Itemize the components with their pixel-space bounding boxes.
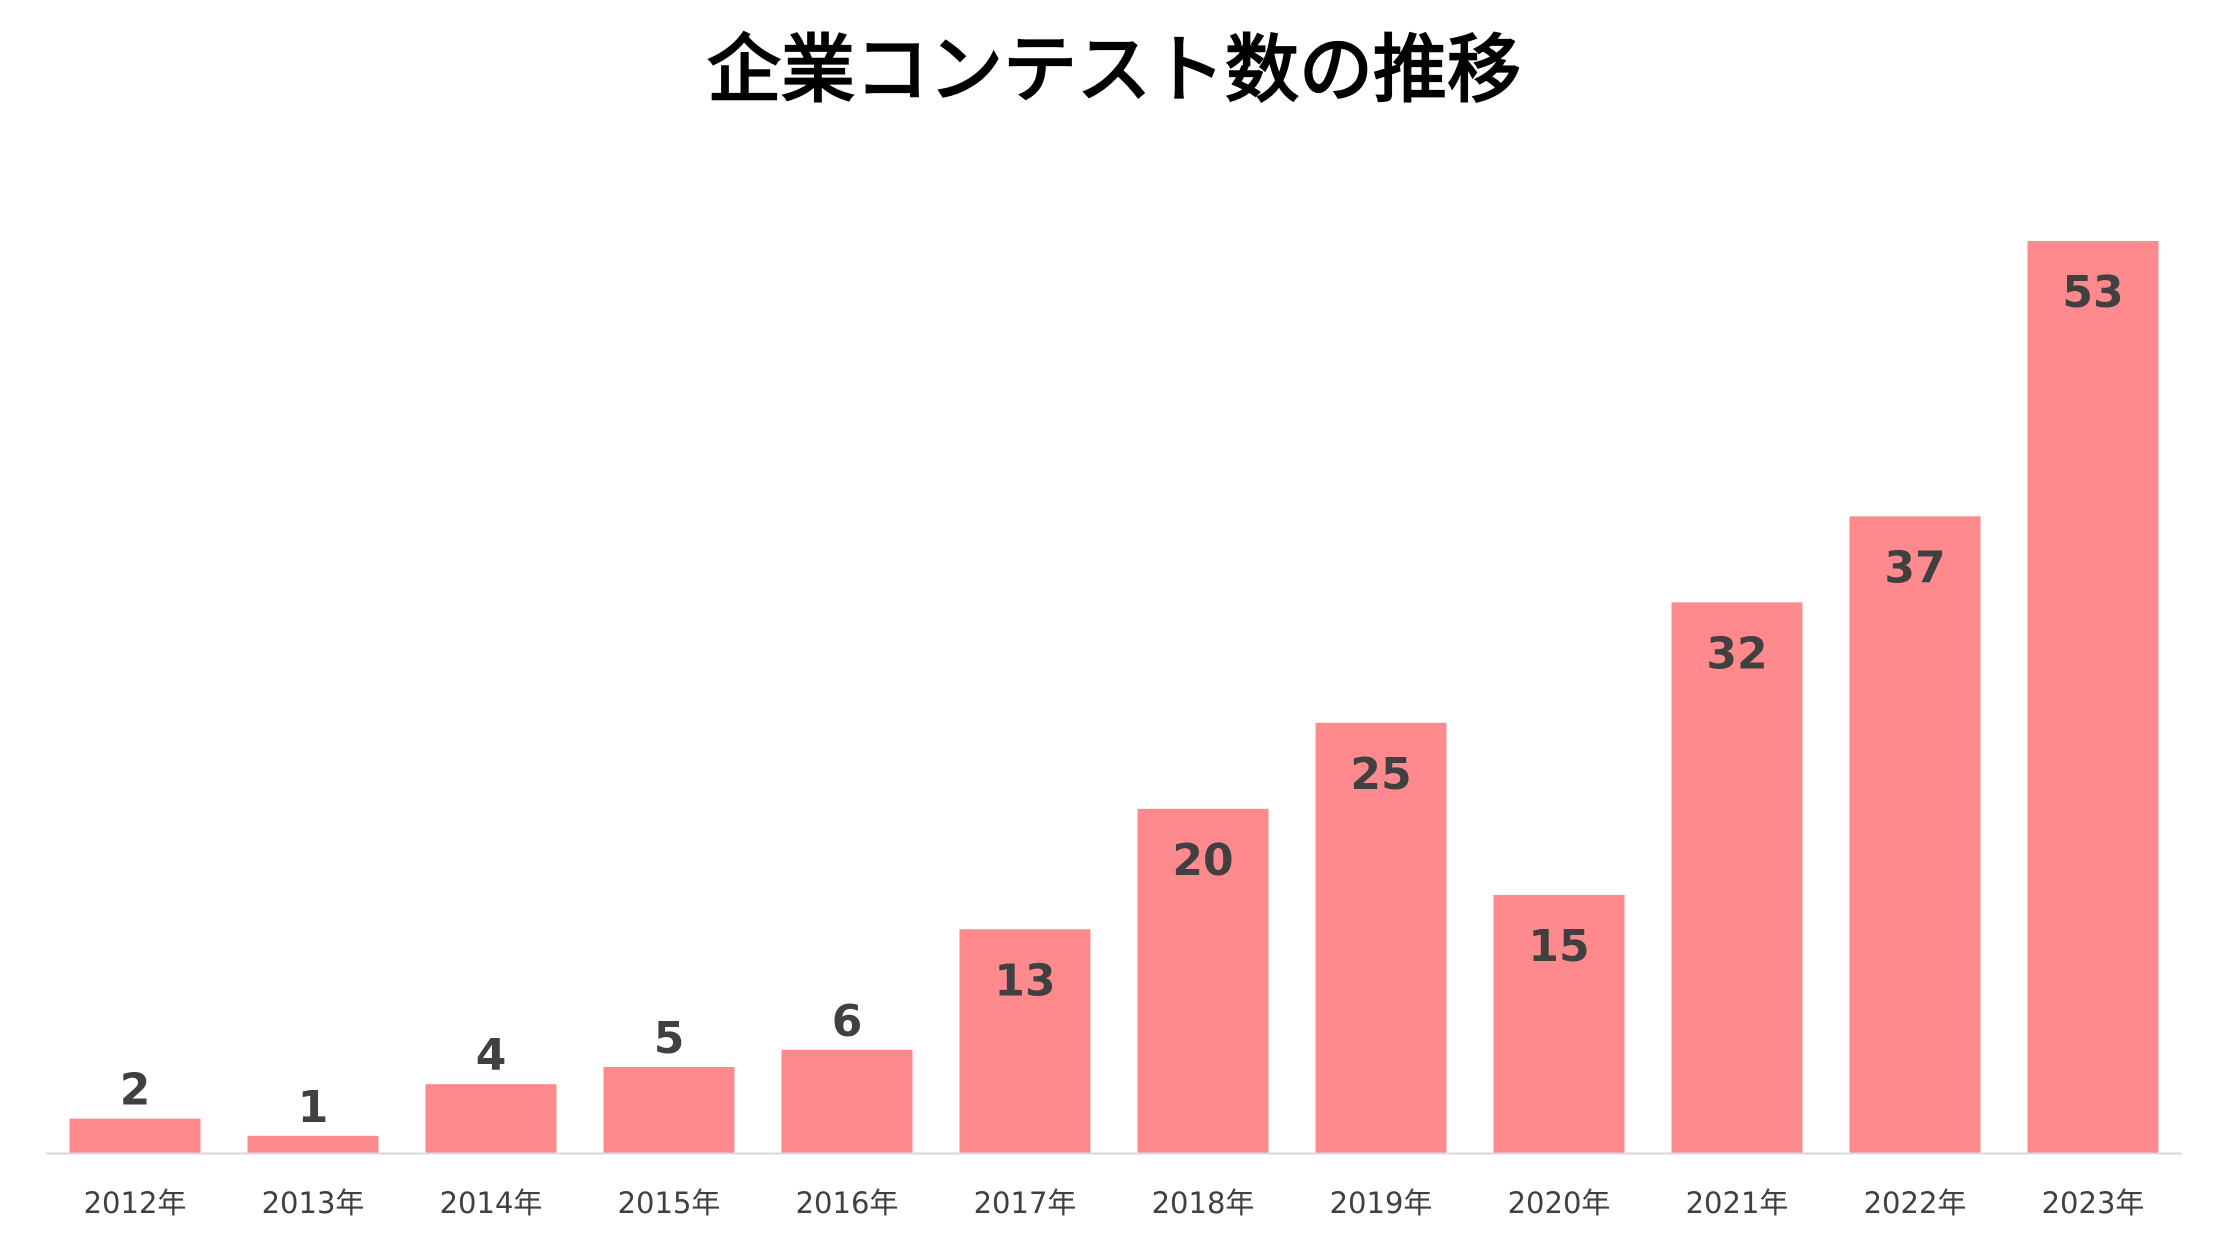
bar-2016年 <box>781 1049 913 1153</box>
x-tick-label-2022年: 2022年 <box>1864 1186 1967 1220</box>
data-label-2013年: 1 <box>298 1082 329 1133</box>
x-tick-labels-layer: 2012年 2013年 2014年 2015年 2016年 2017年 2018年 2019年… <box>84 1186 2145 1220</box>
x-tick-label-2021年: 2021年 <box>1686 1186 1789 1220</box>
bar-2019年 <box>1315 722 1447 1153</box>
data-labels-layer: 2 1 4 5 6 13 20 25 15 32 37 53 <box>120 267 2124 1133</box>
chart-title: 企業コンテスト数の推移 <box>707 27 1521 113</box>
x-tick-label-2019年: 2019年 <box>1330 1186 1433 1220</box>
x-tick-label-2014年: 2014年 <box>440 1186 543 1220</box>
bar-2022年 <box>1849 516 1981 1153</box>
data-label-2022年: 37 <box>1884 542 1945 593</box>
bar-2012年 <box>69 1118 201 1153</box>
data-label-2017年: 13 <box>994 955 1055 1006</box>
bars-layer <box>69 241 2159 1153</box>
bar-2021年 <box>1671 602 1803 1153</box>
data-label-2021年: 32 <box>1706 628 1767 679</box>
x-tick-label-2016年: 2016年 <box>796 1186 899 1220</box>
bar-2015年 <box>603 1066 735 1153</box>
x-tick-label-2023年: 2023年 <box>2042 1186 2145 1220</box>
data-label-2014年: 4 <box>476 1030 507 1081</box>
data-label-2012年: 2 <box>120 1065 151 1116</box>
x-tick-label-2012年: 2012年 <box>84 1186 187 1220</box>
bar-2013年 <box>247 1135 379 1153</box>
x-tick-label-2018年: 2018年 <box>1152 1186 1255 1220</box>
bar-2017年 <box>959 929 1091 1153</box>
bar-2018年 <box>1137 808 1269 1153</box>
data-label-2023年: 53 <box>2062 267 2123 318</box>
x-tick-label-2013年: 2013年 <box>262 1186 365 1220</box>
data-label-2019年: 25 <box>1350 749 1411 800</box>
data-label-2020年: 15 <box>1528 921 1589 972</box>
x-tick-label-2015年: 2015年 <box>618 1186 721 1220</box>
x-tick-label-2020年: 2020年 <box>1508 1186 1611 1220</box>
data-label-2015年: 5 <box>654 1013 685 1064</box>
bar-2023年 <box>2027 241 2159 1153</box>
bar-2020年 <box>1493 894 1625 1153</box>
data-label-2016年: 6 <box>832 996 863 1047</box>
bar-2014年 <box>425 1084 557 1153</box>
data-label-2018年: 20 <box>1172 835 1233 886</box>
x-tick-label-2017年: 2017年 <box>974 1186 1077 1220</box>
